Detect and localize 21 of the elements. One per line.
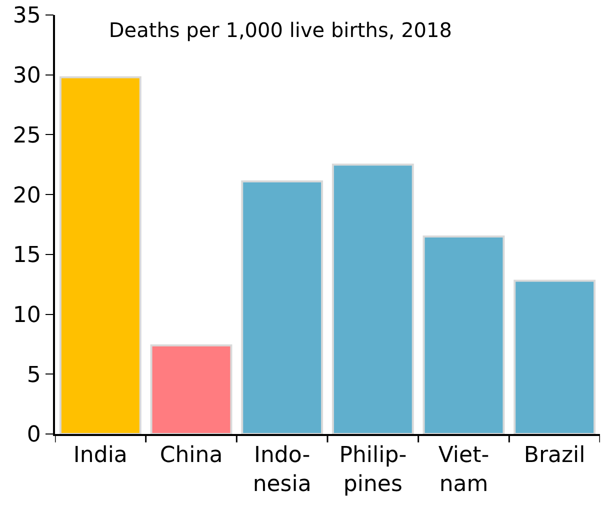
x-tick-label: Brazil bbox=[524, 443, 586, 468]
chart-title: Deaths per 1,000 live births, 2018 bbox=[108, 18, 452, 42]
y-tick-label: 25 bbox=[12, 123, 41, 148]
y-tick-label: 35 bbox=[12, 4, 41, 29]
x-tick-label: Viet- nam bbox=[438, 443, 490, 497]
y-tick-label: 10 bbox=[12, 302, 41, 328]
bar bbox=[422, 235, 505, 434]
x-tick-label: Indo- nesia bbox=[252, 443, 312, 497]
y-tick-label: 15 bbox=[12, 243, 41, 268]
x-tick-label: China bbox=[160, 443, 223, 468]
bar bbox=[514, 280, 596, 434]
bar bbox=[332, 164, 414, 434]
x-tick-label: Philip- pines bbox=[339, 443, 407, 497]
bar bbox=[241, 180, 324, 434]
y-tick-label: 30 bbox=[12, 64, 41, 89]
bar bbox=[150, 344, 232, 434]
y-tick-label: 0 bbox=[26, 422, 41, 448]
y-tick-label: 5 bbox=[26, 362, 41, 388]
y-tick-label: 20 bbox=[12, 183, 41, 208]
bar bbox=[59, 76, 142, 434]
x-tick-label: India bbox=[73, 443, 128, 468]
